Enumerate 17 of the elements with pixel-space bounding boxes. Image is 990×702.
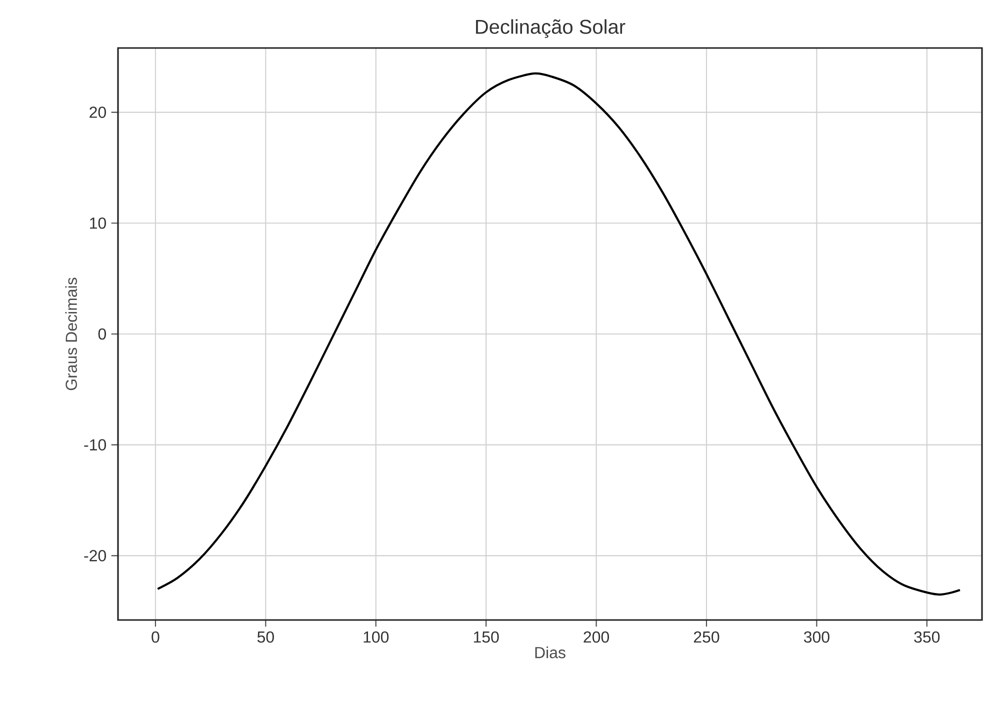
y-tick-label: 0 (98, 328, 106, 340)
x-tick-label: 250 (694, 631, 720, 643)
chart-title: Declinação Solar (476, 19, 626, 38)
y-tick-label: -20 (84, 550, 106, 562)
x-axis-title: Dias (535, 646, 566, 658)
x-tick-label: 150 (474, 631, 499, 643)
y-axis-title: Graus Decimais (65, 278, 78, 390)
y-tick-label: 10 (90, 217, 106, 229)
x-tick-label: 0 (152, 631, 160, 643)
x-tick-label: 350 (914, 631, 940, 643)
y-tick-label: -10 (84, 439, 106, 450)
x-tick-label: 100 (364, 631, 389, 643)
x-tick-label: 300 (804, 631, 830, 643)
y-tick-label: 20 (90, 106, 106, 118)
line-series (156, 72, 962, 596)
x-tick-label: 50 (257, 631, 274, 643)
x-tick-label: 200 (584, 631, 610, 643)
